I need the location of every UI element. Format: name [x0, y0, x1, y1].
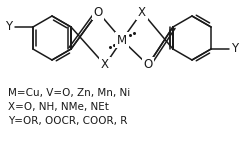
- Text: M=Cu, V=O, Zn, Mn, Ni: M=Cu, V=O, Zn, Mn, Ni: [8, 88, 130, 98]
- Text: X=O, NH, NMe, NEt: X=O, NH, NMe, NEt: [8, 102, 109, 112]
- Text: X: X: [101, 59, 109, 72]
- Text: O: O: [143, 59, 153, 72]
- Text: O: O: [93, 6, 103, 18]
- Text: M: M: [117, 34, 127, 46]
- Text: Y=OR, OOCR, COOR, R: Y=OR, OOCR, COOR, R: [8, 116, 127, 126]
- Text: Y: Y: [5, 20, 12, 34]
- Text: Y: Y: [232, 42, 239, 56]
- Text: X: X: [138, 6, 146, 18]
